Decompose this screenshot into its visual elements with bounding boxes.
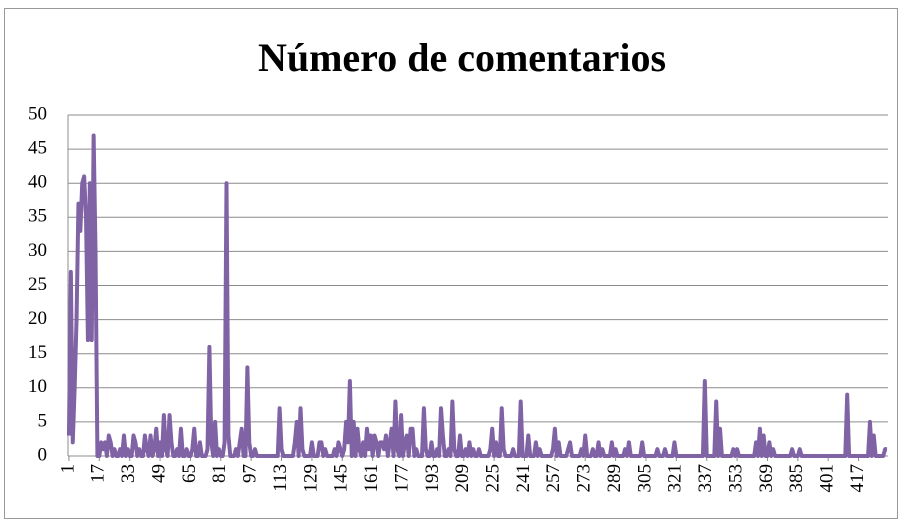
x-tick-label: 337: [695, 464, 716, 493]
x-tick-label: 321: [665, 464, 686, 493]
x-tick-label: 113: [270, 464, 291, 492]
y-tick-label: 40: [28, 172, 47, 193]
x-tick-label: 353: [725, 464, 746, 493]
y-tick-label: 50: [28, 103, 47, 124]
x-tick-label: 193: [422, 464, 443, 493]
x-tick-label: 1: [57, 464, 78, 474]
x-tick-label: 305: [634, 464, 655, 493]
x-tick-label: 65: [179, 464, 200, 483]
y-tick-label: 35: [28, 206, 47, 227]
x-tick-label: 161: [361, 464, 382, 493]
y-tick-label: 15: [28, 342, 47, 363]
y-tick-label: 30: [28, 240, 47, 261]
x-tick-label: 49: [148, 464, 169, 483]
x-tick-label: 257: [543, 464, 564, 493]
y-tick-label: 45: [28, 137, 47, 158]
x-tick-label: 97: [240, 464, 261, 483]
y-tick-label: 20: [28, 308, 47, 329]
x-tick-label: 225: [482, 464, 503, 493]
x-tick-label: 209: [452, 464, 473, 493]
data-line: [66, 133, 888, 458]
y-tick-label: 25: [28, 274, 47, 295]
chart-title: Número de comentarios: [258, 35, 666, 80]
x-tick-label: 129: [300, 464, 321, 493]
x-tick-label: 145: [331, 464, 352, 493]
x-tick-label: 273: [574, 464, 595, 493]
x-tick-label: 81: [209, 464, 230, 483]
x-tick-label: 385: [786, 464, 807, 493]
x-tick-label: 401: [817, 464, 838, 493]
x-tick-label: 289: [604, 464, 625, 493]
x-tick-label: 17: [88, 464, 109, 483]
x-tick-label: 241: [513, 464, 534, 493]
y-tick-label: 0: [38, 444, 48, 465]
x-tick-label: 33: [118, 464, 139, 483]
x-tick-label: 369: [756, 464, 777, 493]
y-tick-label: 10: [28, 376, 47, 397]
x-tick-label: 177: [391, 464, 412, 493]
y-tick-label: 5: [38, 410, 48, 431]
x-tick-label: 417: [847, 464, 868, 493]
